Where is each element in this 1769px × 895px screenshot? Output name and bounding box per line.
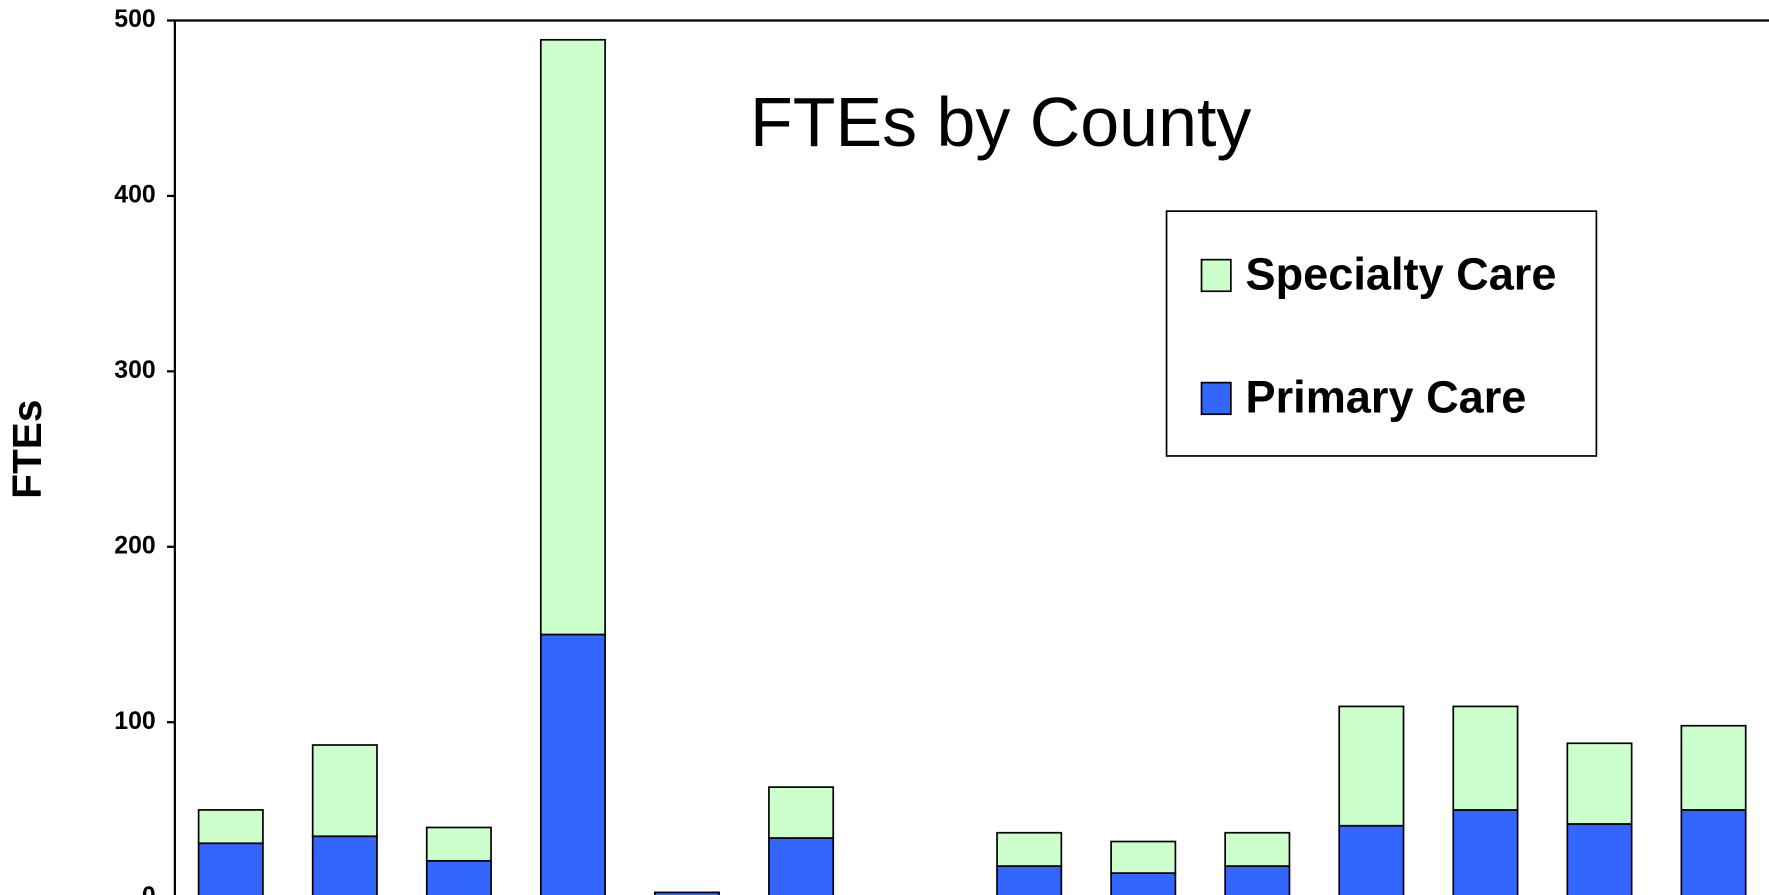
bar-segment [1338,824,1405,895]
bar-segment [1224,831,1291,867]
legend-box [1165,210,1598,457]
bar-segment [1566,742,1633,825]
y-tick-label: 400 [114,181,155,208]
y-tick-label: 0 [142,883,156,895]
bar-segment [768,837,835,895]
bar-segment [197,842,264,895]
legend-swatch [1200,381,1232,416]
y-tick-label: 100 [114,708,155,735]
bar-segment [1110,872,1177,895]
bar-segment [1224,865,1291,895]
bar-segment [654,891,721,895]
bar-segment [1338,705,1405,827]
legend-label: Specialty Care [1246,249,1557,300]
bar-segment [539,633,606,895]
y-axis-label: FTEs [4,400,50,499]
bar-segment [197,809,264,845]
bar-segment [1452,705,1519,811]
bar-segment [1680,809,1747,895]
bar-segment [425,826,492,862]
bar-segment [1452,809,1519,895]
bar-segment [996,865,1063,895]
bar-segment [311,835,378,895]
bar-segment [425,859,492,895]
y-tick-label: 200 [114,532,155,559]
y-tick-label: 300 [114,357,155,384]
bar-segment [1566,823,1633,895]
bar-segment [539,38,606,636]
bar-segment [311,744,378,838]
legend-label: Primary Care [1246,372,1527,423]
bar-segment [1680,724,1747,811]
bar-segment [768,786,835,839]
legend-swatch [1200,258,1232,293]
bar-segment [1110,840,1177,874]
bar-segment [996,831,1063,867]
y-tick-label: 500 [114,6,155,33]
chart-title: FTEs by County [750,83,1251,161]
